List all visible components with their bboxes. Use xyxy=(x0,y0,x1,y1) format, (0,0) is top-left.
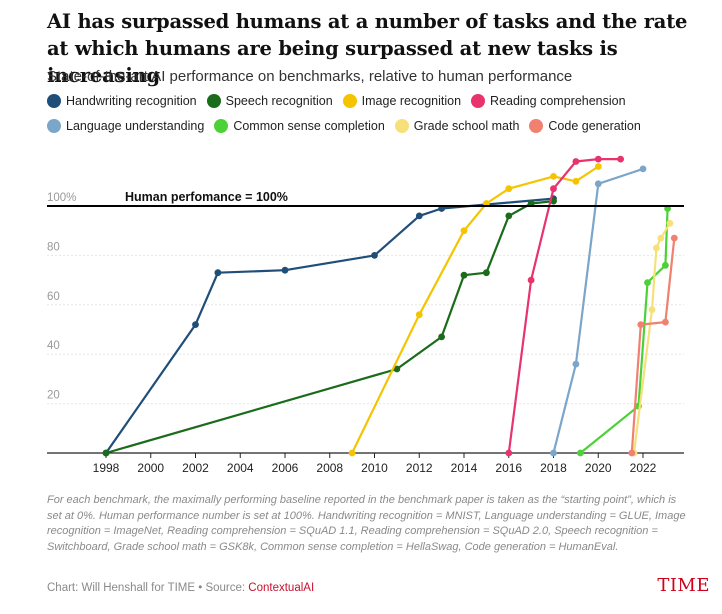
source-link[interactable]: ContextualAI xyxy=(248,582,315,594)
legend-label: Common sense completion xyxy=(233,119,385,133)
legend-item: Common sense completion xyxy=(214,119,385,133)
data-point xyxy=(662,318,669,326)
methodology-note: For each benchmark, the maximally perfor… xyxy=(47,494,686,553)
human-performance-label: Human perfomance = 100% xyxy=(125,190,288,204)
x-tick-label: 2012 xyxy=(406,461,433,475)
series-line xyxy=(351,165,599,454)
data-point xyxy=(666,219,674,227)
data-point xyxy=(460,271,468,279)
data-point xyxy=(594,155,602,163)
data-point xyxy=(102,449,110,457)
legend-swatch xyxy=(471,94,486,108)
data-point xyxy=(648,306,656,314)
x-tick-label: 2000 xyxy=(137,461,164,475)
x-tick-label: 2004 xyxy=(227,461,254,475)
series-line xyxy=(105,200,554,455)
data-point xyxy=(550,173,557,180)
data-point xyxy=(572,158,580,165)
data-point xyxy=(594,163,602,170)
credit-prefix: Chart: Will Henshall for TIME • Source: xyxy=(47,582,249,594)
x-tick-label: 2020 xyxy=(585,461,612,475)
data-point xyxy=(644,279,651,286)
data-point xyxy=(348,449,356,457)
x-tick-label: 2008 xyxy=(316,461,343,475)
legend-item: Speech recognition xyxy=(206,94,333,108)
legend-label: Image recognition xyxy=(361,94,462,108)
x-tick-label: 2018 xyxy=(540,461,567,475)
x-tick-label: 2016 xyxy=(495,461,522,475)
legend-item: Image recognition xyxy=(342,94,462,108)
time-logo: TIME xyxy=(657,575,710,596)
legend-label: Grade school math xyxy=(413,119,520,133)
legend-swatch xyxy=(394,119,409,133)
legend-item: Language understanding xyxy=(47,119,204,133)
data-point xyxy=(483,269,490,277)
x-tick-label: 2006 xyxy=(272,461,299,475)
chart-title: AI has surpassed humans at a number of t… xyxy=(47,10,688,87)
data-point xyxy=(637,321,645,328)
data-point xyxy=(460,227,468,235)
legend-swatch xyxy=(47,94,61,108)
data-point xyxy=(393,365,401,373)
data-point xyxy=(527,276,535,284)
legend-row-1: Handwriting recognition Speech recognitio… xyxy=(47,94,707,108)
data-point xyxy=(617,155,624,163)
data-point xyxy=(281,266,289,274)
data-point xyxy=(438,333,445,341)
y-tick-label: 100% xyxy=(47,192,76,204)
data-point xyxy=(657,234,665,242)
legend-item: Grade school math xyxy=(394,119,520,133)
legend-swatch xyxy=(206,94,221,108)
data-point xyxy=(214,269,222,277)
data-point xyxy=(572,177,580,185)
y-tick-label: 20 xyxy=(47,390,60,402)
legend-label: Language understanding xyxy=(66,119,205,133)
data-point xyxy=(653,244,660,252)
legend-swatch xyxy=(342,94,357,108)
data-point xyxy=(662,261,669,269)
data-point xyxy=(628,449,636,457)
legend-swatch xyxy=(529,119,544,133)
chart-subtitle: State-of-the-art AI performance on bench… xyxy=(47,68,573,85)
data-point xyxy=(572,360,580,368)
chart-credit: Chart: Will Henshall for TIME • Source: … xyxy=(47,582,314,594)
line-chart: 20 40 60 80 100% 1998 2000 2002 2004 2006 2008 2010… xyxy=(47,155,684,475)
data-point xyxy=(594,180,602,188)
series-line xyxy=(507,158,621,454)
data-point xyxy=(415,311,423,319)
data-point xyxy=(415,212,423,220)
data-point xyxy=(670,234,678,242)
x-tick-label: 2014 xyxy=(451,461,478,475)
data-point xyxy=(192,321,199,328)
data-point xyxy=(550,449,557,457)
legend-item: Reading comprehension xyxy=(471,94,626,108)
x-tick-label: 2010 xyxy=(361,461,388,475)
x-tick-label: 2022 xyxy=(630,461,657,475)
y-tick-label: 40 xyxy=(47,340,60,352)
legend-item: Handwriting recognition xyxy=(47,94,197,108)
data-point xyxy=(505,212,513,220)
series-line xyxy=(105,197,554,454)
x-tick-label: 1998 xyxy=(93,461,120,475)
legend-row-2: Language understanding Common sense compl… xyxy=(47,119,707,133)
data-point xyxy=(577,449,584,457)
y-tick-label: 80 xyxy=(47,241,60,253)
series-line xyxy=(552,167,644,454)
x-tick-label: 2002 xyxy=(182,461,209,475)
y-tick-label: 60 xyxy=(47,291,60,303)
legend-label: Reading comprehension xyxy=(490,94,626,108)
data-point xyxy=(639,165,647,173)
legend-item: Code generation xyxy=(529,119,641,133)
data-point xyxy=(550,185,557,193)
data-point xyxy=(505,185,513,193)
data-point xyxy=(505,449,513,457)
legend-swatch xyxy=(47,119,61,133)
legend-swatch xyxy=(214,119,229,133)
legend-label: Code generation xyxy=(548,119,641,133)
data-point xyxy=(371,252,378,259)
series-line xyxy=(630,237,676,454)
legend-label: Speech recognition xyxy=(225,94,333,108)
legend-label: Handwriting recognition xyxy=(66,94,197,108)
